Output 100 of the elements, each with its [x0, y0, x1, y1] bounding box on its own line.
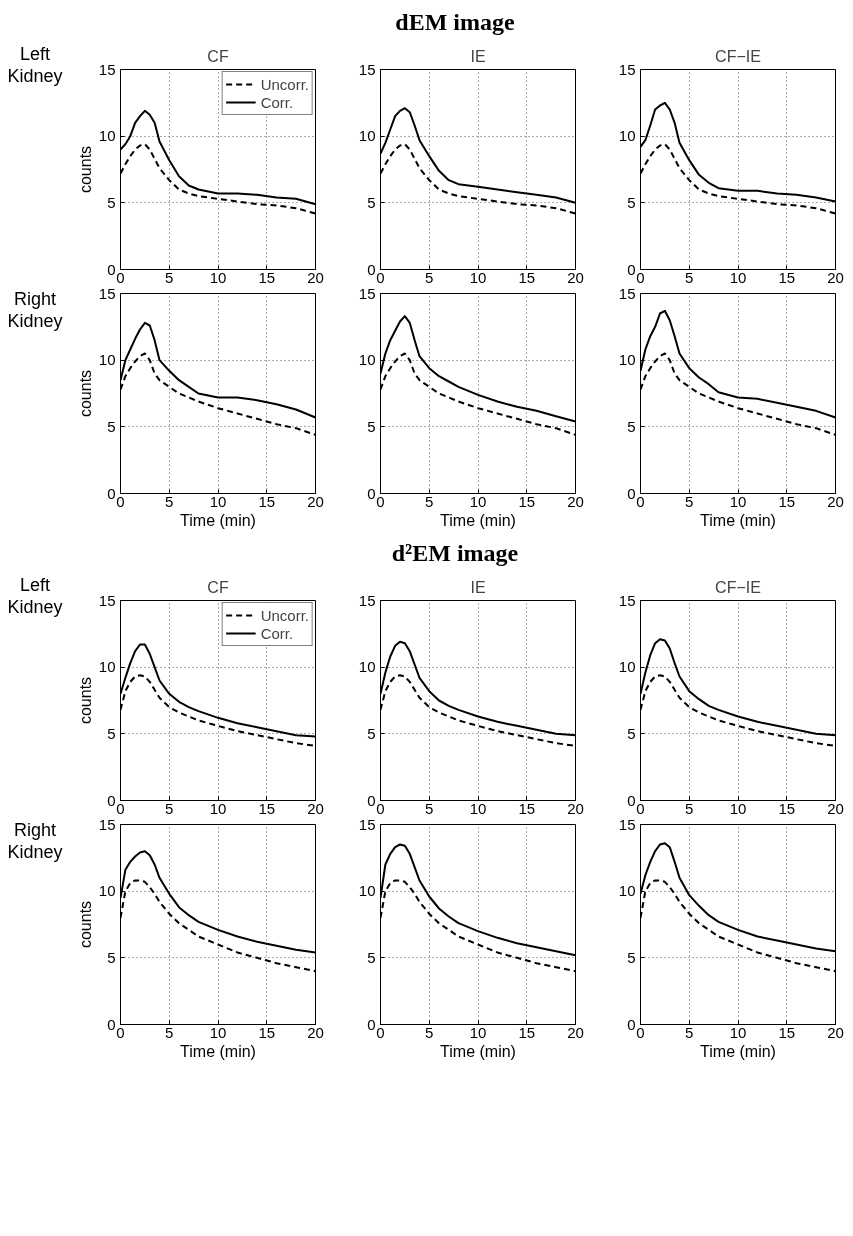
- chart-title: dEM image: [395, 8, 515, 37]
- text: Right Kidney: [6, 289, 64, 333]
- x-tick-label: 10: [729, 492, 747, 510]
- x-tick-label: 15: [518, 799, 536, 817]
- x-tick-label: 5: [425, 268, 434, 286]
- y-axis-title: counts: [76, 676, 94, 725]
- y-tick-label: 5: [107, 193, 116, 211]
- x-tick-label: 10: [209, 799, 227, 817]
- y-tick-label: 5: [107, 948, 116, 966]
- y-tick-label: 15: [358, 591, 376, 609]
- x-axis-title: Time (min): [700, 1042, 776, 1060]
- x-tick-label: 5: [685, 1023, 694, 1041]
- x-axis-title: Time (min): [700, 511, 776, 529]
- x-tick-label: 15: [518, 268, 536, 286]
- text: Right Kidney: [6, 820, 64, 864]
- x-axis-title: Time (min): [180, 511, 256, 529]
- x-tick-label: 15: [258, 799, 276, 817]
- y-tick-label: 15: [358, 815, 376, 833]
- legend-label: Uncorr.: [260, 606, 309, 624]
- text: Left Kidney: [6, 575, 64, 619]
- x-tick-label: 10: [729, 268, 747, 286]
- x-tick-label: 5: [425, 492, 434, 510]
- chart-subtitle: CF−IE: [715, 578, 761, 596]
- x-tick-label: 5: [425, 1023, 434, 1041]
- x-tick-label: 5: [165, 799, 174, 817]
- text: Left Kidney: [6, 44, 64, 88]
- y-tick-label: 15: [618, 284, 636, 302]
- y-tick-label: 15: [358, 284, 376, 302]
- y-tick-label: 15: [98, 284, 116, 302]
- y-tick-label: 10: [98, 882, 116, 900]
- y-tick-label: 5: [107, 724, 116, 742]
- x-tick-label: 20: [307, 799, 324, 817]
- x-tick-label: 5: [165, 268, 174, 286]
- y-tick-label: 5: [367, 417, 376, 435]
- x-tick-label: 15: [778, 268, 796, 286]
- y-tick-label: 5: [107, 417, 116, 435]
- legend-label: Corr.: [260, 93, 294, 111]
- x-tick-label: 20: [307, 492, 324, 510]
- x-tick-label: 20: [567, 268, 584, 286]
- legend-label: Uncorr.: [260, 75, 309, 93]
- y-tick-label: 15: [98, 815, 116, 833]
- y-tick-label: 5: [627, 193, 636, 211]
- y-tick-label: 15: [618, 815, 636, 833]
- y-tick-label: 15: [358, 60, 376, 78]
- x-tick-label: 10: [469, 268, 487, 286]
- chart-subtitle: CF: [207, 578, 229, 596]
- x-axis-title: Time (min): [180, 1042, 256, 1060]
- x-tick-label: 15: [518, 1023, 536, 1041]
- x-tick-label: 10: [469, 799, 487, 817]
- y-tick-label: 5: [367, 948, 376, 966]
- y-tick-label: 15: [618, 591, 636, 609]
- x-tick-label: 20: [827, 268, 844, 286]
- x-tick-label: 20: [307, 1023, 324, 1041]
- y-tick-label: 5: [627, 724, 636, 742]
- x-tick-label: 20: [307, 268, 324, 286]
- x-tick-label: 5: [165, 492, 174, 510]
- x-tick-label: 10: [209, 268, 227, 286]
- x-tick-label: 20: [567, 799, 584, 817]
- x-tick-label: 20: [567, 492, 584, 510]
- x-tick-label: 15: [258, 1023, 276, 1041]
- y-tick-label: 5: [367, 193, 376, 211]
- x-axis-title: Time (min): [440, 511, 516, 529]
- x-tick-label: 10: [469, 1023, 487, 1041]
- y-tick-label: 15: [98, 591, 116, 609]
- x-tick-label: 10: [209, 1023, 227, 1041]
- y-tick-label: 5: [627, 417, 636, 435]
- y-tick-label: 15: [98, 60, 116, 78]
- y-tick-label: 15: [618, 60, 636, 78]
- chart-subtitle: IE: [470, 47, 486, 65]
- y-tick-label: 10: [618, 127, 636, 145]
- y-tick-label: 10: [358, 127, 376, 145]
- chart-subtitle: CF: [207, 47, 229, 65]
- legend-label: Corr.: [260, 624, 294, 642]
- x-tick-label: 15: [778, 492, 796, 510]
- x-tick-label: 10: [469, 492, 487, 510]
- y-tick-label: 10: [98, 351, 116, 369]
- x-tick-label: 5: [425, 799, 434, 817]
- x-tick-label: 5: [685, 492, 694, 510]
- x-tick-label: 10: [209, 492, 227, 510]
- y-tick-label: 10: [358, 351, 376, 369]
- y-axis-title: counts: [76, 145, 94, 194]
- chart-subtitle: IE: [470, 578, 486, 596]
- y-tick-label: 10: [618, 351, 636, 369]
- x-tick-label: 10: [729, 1023, 747, 1041]
- x-tick-label: 10: [729, 799, 747, 817]
- y-tick-label: 10: [98, 127, 116, 145]
- x-tick-label: 20: [827, 1023, 844, 1041]
- x-axis-title: Time (min): [440, 1042, 516, 1060]
- y-tick-label: 10: [358, 658, 376, 676]
- y-axis-title: counts: [76, 900, 94, 949]
- y-axis-title: counts: [76, 369, 94, 418]
- x-tick-label: 20: [567, 1023, 584, 1041]
- x-tick-label: 5: [165, 1023, 174, 1041]
- x-tick-label: 5: [685, 268, 694, 286]
- x-tick-label: 15: [778, 799, 796, 817]
- y-tick-label: 5: [367, 724, 376, 742]
- x-tick-label: 20: [827, 799, 844, 817]
- chart-subtitle: CF−IE: [715, 47, 761, 65]
- y-tick-label: 10: [98, 658, 116, 676]
- y-tick-label: 10: [618, 882, 636, 900]
